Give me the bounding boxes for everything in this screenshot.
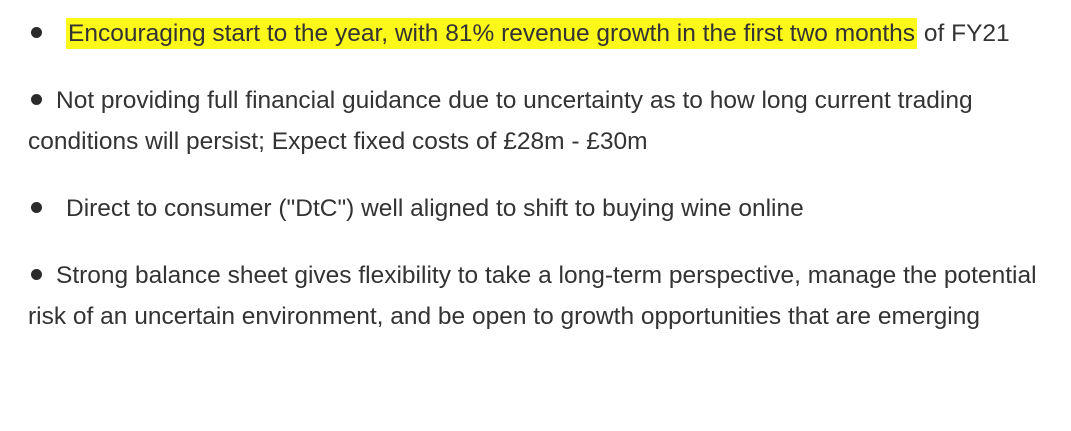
bullet-icon [31, 94, 42, 106]
list-item: Encouraging start to the year, with 81% … [28, 13, 1058, 54]
highlighted-text: Encouraging start to the year, with 81% … [66, 20, 918, 47]
bullet-text: Not providing full financial guidance du… [28, 87, 973, 155]
bullet-icon [31, 269, 42, 281]
list-item: Strong balance sheet gives flexibility t… [28, 255, 1058, 337]
bullet-list: Encouraging start to the year, with 81% … [28, 13, 1058, 363]
bullet-text: of FY21 [917, 20, 1010, 47]
bullet-text: Direct to consumer ("DtC") well aligned … [66, 195, 804, 222]
bullet-icon [31, 202, 42, 214]
list-item: Direct to consumer ("DtC") well aligned … [28, 188, 1058, 229]
bullet-icon [31, 27, 42, 39]
list-item: Not providing full financial guidance du… [28, 80, 1058, 162]
bullet-text: Strong balance sheet gives flexibility t… [28, 262, 1037, 330]
